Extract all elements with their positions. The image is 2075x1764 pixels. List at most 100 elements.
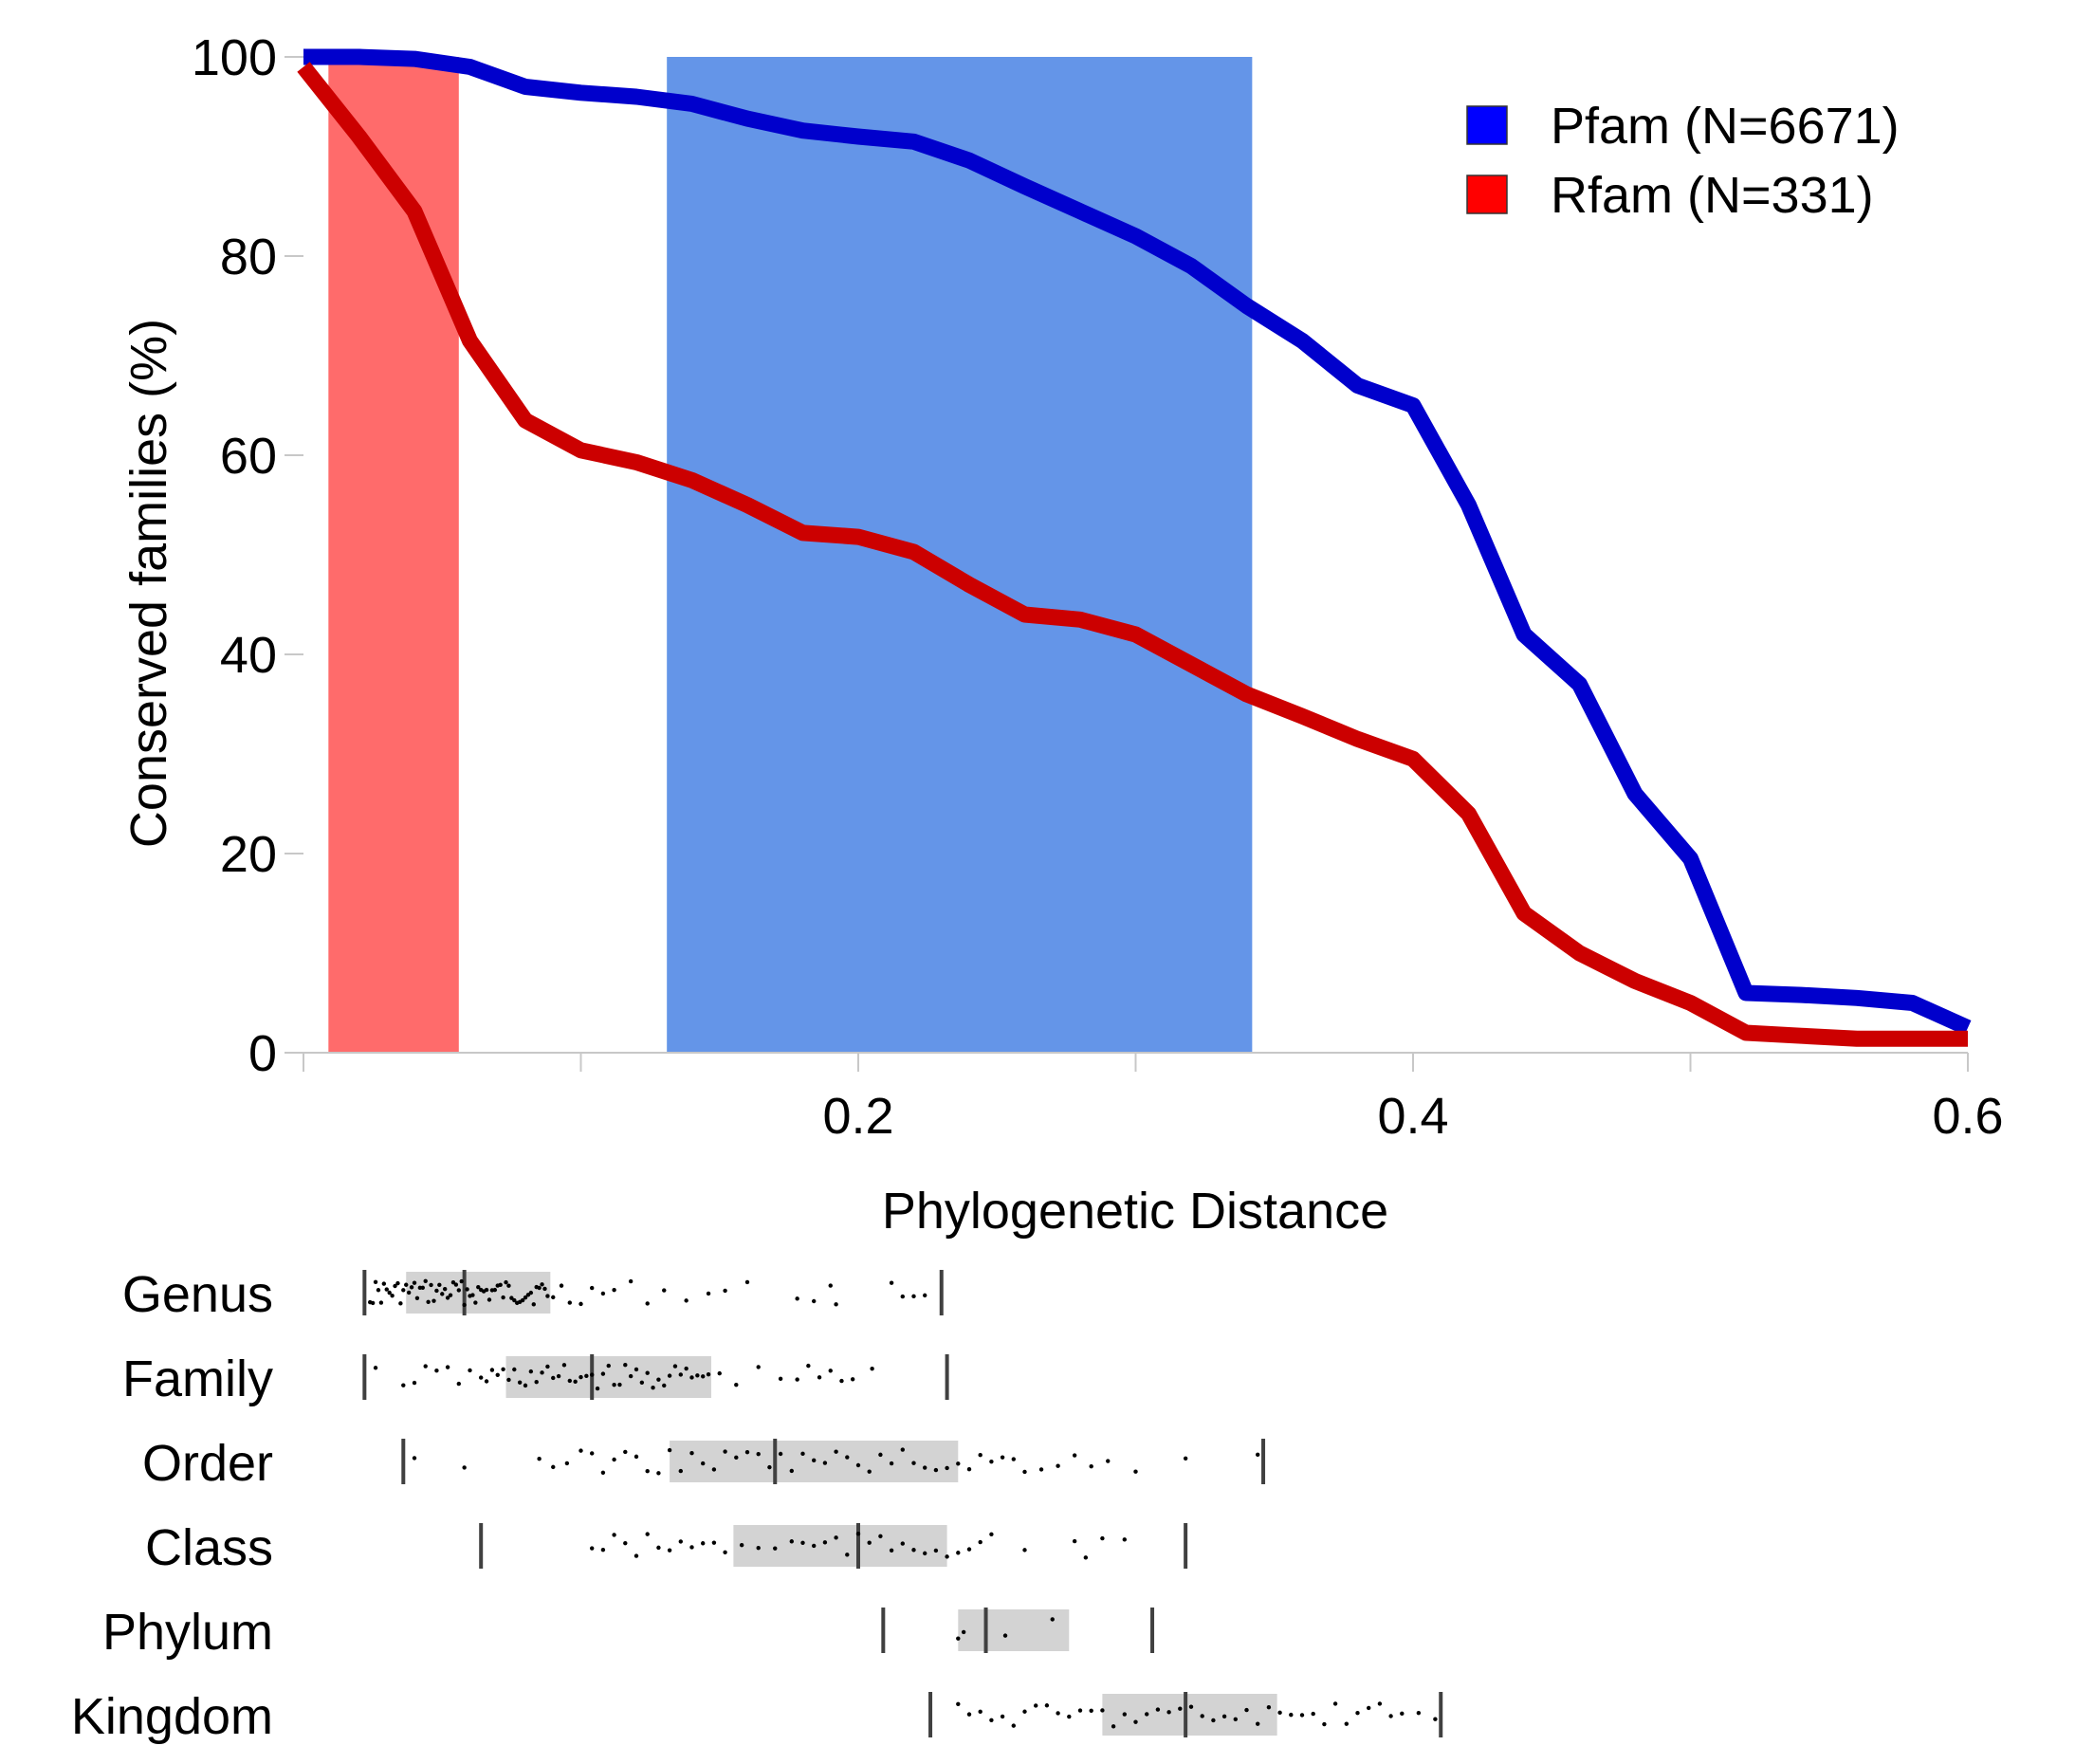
data-point	[1022, 1548, 1027, 1553]
data-point	[606, 1363, 611, 1369]
data-point	[756, 1545, 761, 1551]
data-point	[612, 1382, 616, 1387]
data-point	[645, 1532, 650, 1536]
data-point	[706, 1291, 711, 1296]
data-point	[701, 1541, 706, 1546]
data-point	[540, 1370, 544, 1375]
data-point	[542, 1286, 547, 1292]
data-point	[734, 1455, 739, 1461]
data-point	[767, 1464, 772, 1470]
data-point	[1433, 1717, 1438, 1721]
data-point	[1034, 1703, 1038, 1708]
y-tick-label: 100	[192, 29, 277, 86]
data-point	[476, 1284, 481, 1290]
data-point	[684, 1298, 689, 1303]
data-point	[398, 1301, 403, 1306]
data-point	[528, 1369, 534, 1374]
data-point	[945, 1554, 949, 1559]
data-point	[662, 1288, 667, 1293]
iqr-box	[958, 1609, 1070, 1651]
data-point	[1211, 1718, 1216, 1723]
data-point	[634, 1367, 639, 1372]
row-label-genus: Genus	[122, 1266, 273, 1323]
x-axis-title: Phylogenetic Distance	[882, 1183, 1388, 1240]
data-point	[401, 1288, 406, 1293]
data-point	[528, 1290, 534, 1295]
data-point	[689, 1545, 694, 1550]
data-point	[381, 1281, 387, 1286]
data-point	[667, 1447, 672, 1453]
data-point	[1022, 1709, 1027, 1714]
data-point	[978, 1709, 982, 1715]
x-tick-label: 0.4	[1377, 1088, 1448, 1145]
data-point	[426, 1299, 431, 1304]
data-point	[989, 1532, 994, 1537]
data-point	[470, 1293, 475, 1297]
data-point	[672, 1364, 678, 1369]
data-point	[889, 1548, 894, 1553]
data-point	[1133, 1719, 1138, 1724]
data-point	[978, 1453, 982, 1458]
data-point	[561, 1363, 567, 1368]
data-point	[1311, 1711, 1315, 1717]
data-point	[537, 1457, 542, 1461]
data-point	[373, 1366, 378, 1370]
data-point	[678, 1539, 683, 1544]
y-tick-label: 60	[220, 428, 277, 485]
data-point	[412, 1456, 417, 1461]
iqr-box	[733, 1525, 947, 1567]
data-point	[1299, 1713, 1305, 1718]
data-point	[911, 1461, 916, 1465]
data-point	[800, 1540, 805, 1545]
iqr-box	[1102, 1694, 1277, 1736]
data-point	[590, 1546, 595, 1551]
data-point	[600, 1470, 606, 1475]
data-point	[498, 1282, 503, 1288]
data-point	[1089, 1708, 1093, 1713]
data-point	[806, 1363, 811, 1369]
shaded-regions	[328, 57, 1253, 1053]
data-point	[1200, 1714, 1204, 1718]
data-point	[1038, 1467, 1044, 1472]
data-point	[933, 1548, 939, 1553]
y-tick-label: 0	[248, 1025, 277, 1082]
data-point	[567, 1300, 572, 1305]
y-tick-label: 80	[220, 229, 277, 285]
data-point	[1277, 1710, 1282, 1716]
data-point	[800, 1451, 805, 1457]
data-point	[409, 1285, 414, 1290]
data-point	[1221, 1714, 1227, 1719]
data-point	[812, 1298, 817, 1304]
data-point	[595, 1386, 600, 1391]
data-point	[578, 1448, 583, 1453]
data-point	[501, 1295, 505, 1300]
data-point	[678, 1468, 683, 1474]
data-point	[900, 1294, 905, 1299]
data-point	[623, 1449, 628, 1455]
data-point	[956, 1701, 961, 1706]
data-point	[834, 1535, 838, 1540]
data-point	[551, 1295, 556, 1300]
data-point	[828, 1369, 833, 1373]
row-label-class: Class	[145, 1519, 273, 1576]
data-point	[645, 1370, 650, 1375]
data-point	[656, 1545, 661, 1551]
data-point	[370, 1300, 376, 1306]
data-point	[1344, 1721, 1350, 1726]
data-point	[600, 1547, 606, 1553]
data-point	[487, 1297, 492, 1302]
data-point	[617, 1382, 622, 1387]
x-tick-label: 0.6	[1932, 1088, 2003, 1145]
data-point	[870, 1366, 874, 1371]
data-point	[711, 1467, 717, 1472]
data-point	[423, 1364, 428, 1369]
x-tick-label: 0.2	[822, 1088, 893, 1145]
data-point	[1266, 1704, 1272, 1710]
data-point	[393, 1283, 397, 1289]
data-point	[545, 1294, 550, 1298]
data-point	[437, 1282, 442, 1288]
data-point	[834, 1449, 838, 1454]
data-point	[717, 1370, 722, 1376]
data-point	[501, 1367, 505, 1371]
data-point	[1145, 1712, 1149, 1717]
